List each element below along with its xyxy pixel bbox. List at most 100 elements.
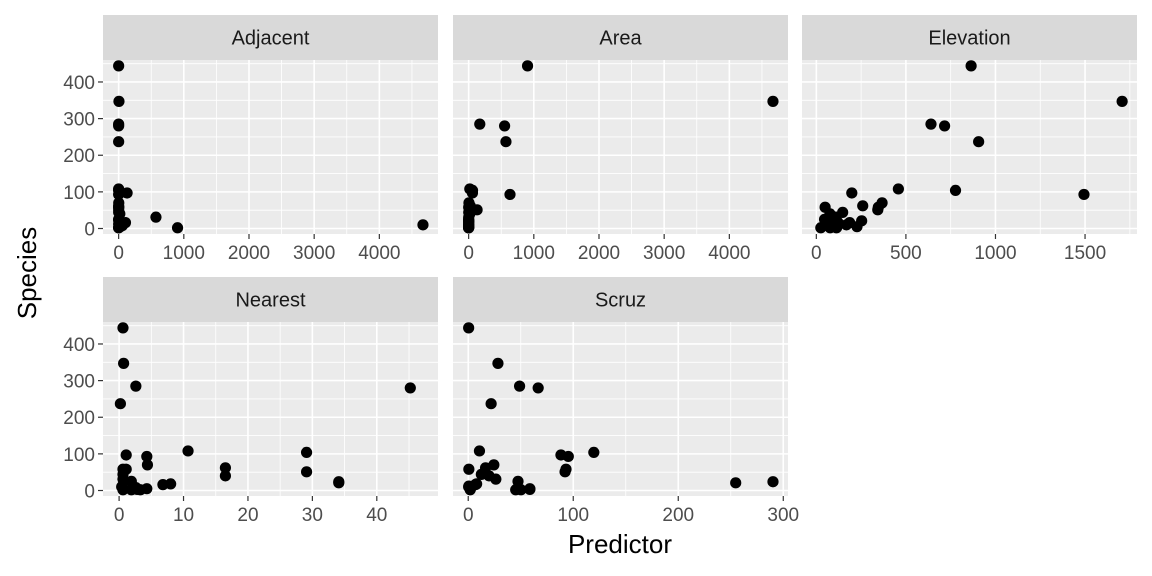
strip-label-scruz: Scruz	[595, 290, 646, 312]
data-point-nearest	[118, 357, 130, 369]
data-point-scruz	[588, 446, 600, 459]
data-point-nearest	[182, 445, 194, 457]
y-tick-label: 200	[63, 408, 95, 429]
data-point-nearest	[141, 450, 153, 463]
x-tick-label-adjacent: 0	[113, 243, 124, 264]
y-axis-title: Species	[12, 227, 42, 320]
x-tick-label-nearest: 0	[114, 505, 125, 526]
data-point-elevation	[938, 120, 951, 132]
x-tick-label-adjacent: 2000	[228, 243, 270, 264]
data-point-elevation	[856, 215, 868, 227]
data-point-nearest	[130, 380, 142, 392]
x-tick-label-scruz: 0	[463, 505, 474, 526]
strip-label-adjacent: Adjacent	[232, 28, 310, 50]
data-point-elevation	[973, 136, 985, 148]
data-point-scruz	[510, 484, 522, 496]
x-tick-label-elevation: 1000	[974, 243, 1016, 264]
data-point-area	[498, 120, 511, 132]
data-point-nearest	[117, 322, 129, 334]
data-point-nearest	[116, 480, 128, 492]
data-point-elevation	[846, 187, 858, 199]
panel-adjacent: Adjacent 0 1000 2000 3000 4000 0 100 200 300 400	[63, 15, 438, 264]
data-point-scruz	[475, 468, 487, 480]
panel-scruz: Scruz 0 100 200 300	[453, 277, 799, 526]
data-point-elevation	[949, 184, 962, 197]
data-point-nearest	[157, 479, 169, 491]
plot-area-scruz	[453, 322, 788, 496]
x-tick-label-adjacent: 4000	[358, 243, 400, 264]
data-point-scruz	[559, 466, 571, 478]
data-point-area	[463, 215, 475, 227]
data-point-nearest	[404, 382, 416, 394]
x-tick-label-elevation: 0	[811, 243, 822, 264]
data-point-scruz	[485, 398, 497, 410]
plot-area-adjacent	[103, 60, 438, 234]
data-point-area	[500, 136, 512, 148]
x-tick-label-scruz: 200	[662, 505, 694, 526]
data-point-elevation	[1116, 95, 1128, 107]
data-point-elevation	[844, 217, 856, 229]
data-point-area	[463, 206, 475, 218]
data-point-adjacent	[121, 187, 133, 199]
x-tick-label-nearest: 40	[366, 505, 387, 526]
data-point-elevation	[827, 218, 839, 230]
plot-area-elevation	[802, 60, 1137, 234]
x-tick-label-nearest: 30	[302, 505, 323, 526]
data-point-nearest	[141, 459, 154, 471]
data-point-area	[474, 118, 486, 130]
y-tick-label: 0	[84, 220, 95, 241]
x-tick-label-adjacent: 1000	[163, 243, 205, 264]
data-point-elevation	[965, 60, 977, 72]
data-point-adjacent	[171, 222, 184, 234]
data-point-adjacent	[113, 118, 125, 130]
data-point-scruz	[492, 357, 504, 369]
data-point-elevation	[892, 183, 904, 195]
data-point-nearest	[114, 398, 126, 410]
data-point-scruz	[562, 450, 574, 463]
data-point-nearest	[300, 466, 313, 478]
data-point-elevation	[857, 200, 869, 212]
data-point-adjacent	[150, 211, 162, 223]
x-tick-label-area: 4000	[708, 243, 750, 264]
data-point-scruz	[513, 380, 526, 392]
strip-area	[453, 15, 788, 60]
plot-area-area	[453, 60, 788, 234]
data-point-adjacent	[113, 183, 125, 195]
strip-adjacent	[103, 15, 438, 60]
x-tick-label-nearest: 10	[173, 505, 194, 526]
data-point-elevation	[1078, 188, 1090, 201]
data-point-nearest	[120, 449, 132, 461]
data-point-adjacent	[113, 206, 125, 218]
y-tick-label: 100	[63, 445, 95, 466]
data-point-elevation	[837, 206, 849, 218]
plot-area-nearest	[103, 322, 438, 496]
y-tick-label: 400	[63, 73, 95, 94]
x-tick-label-area: 3000	[643, 243, 685, 264]
data-point-nearest	[134, 484, 146, 496]
x-tick-label-elevation: 1500	[1064, 243, 1106, 264]
data-point-nearest	[219, 470, 232, 482]
strip-scruz	[453, 277, 788, 322]
y-tick-label: 300	[63, 372, 95, 393]
data-point-scruz	[473, 445, 486, 457]
data-point-elevation	[824, 208, 836, 220]
data-point-area	[464, 183, 476, 195]
data-point-adjacent	[113, 60, 125, 72]
data-point-adjacent	[113, 136, 125, 148]
data-point-elevation	[876, 197, 888, 209]
strip-label-area: Area	[599, 28, 642, 50]
strip-elevation	[802, 15, 1137, 60]
data-point-scruz	[767, 476, 779, 488]
x-tick-label-area: 1000	[513, 243, 555, 264]
data-point-scruz	[730, 477, 742, 489]
data-point-nearest	[117, 468, 129, 480]
data-point-area	[767, 95, 779, 107]
data-point-nearest	[219, 462, 232, 474]
data-point-scruz	[524, 483, 536, 495]
data-point-area	[504, 188, 516, 201]
data-point-nearest	[300, 446, 313, 459]
data-point-scruz	[469, 479, 481, 491]
